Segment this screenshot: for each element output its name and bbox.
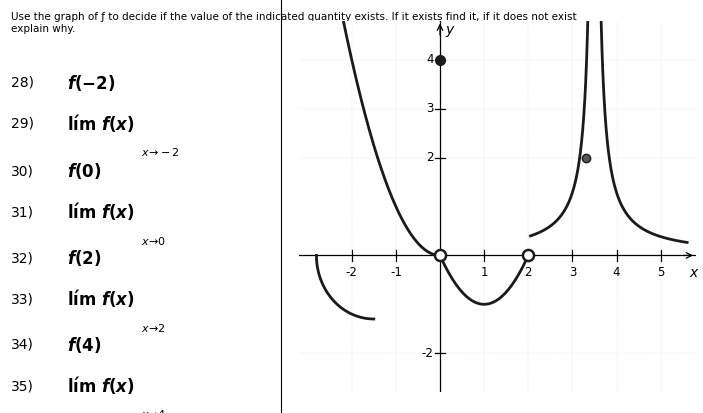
Text: 3: 3	[569, 266, 576, 279]
Text: $\boldsymbol{f(4)}$: $\boldsymbol{f(4)}$	[67, 335, 102, 355]
Text: 32): 32)	[11, 251, 34, 265]
Text: 28): 28)	[11, 76, 34, 90]
Text: 4: 4	[426, 53, 433, 66]
Text: $x\!\rightarrow\!-2$: $x\!\rightarrow\!-2$	[141, 146, 179, 158]
Text: 4: 4	[613, 266, 620, 279]
Text: 31): 31)	[11, 206, 34, 220]
Text: 2: 2	[426, 151, 433, 164]
Text: $\mathbf{l\acute{\i}m}\ \boldsymbol{f(x)}$: $\mathbf{l\acute{\i}m}\ \boldsymbol{f(x)…	[67, 113, 135, 135]
Text: -2: -2	[346, 266, 358, 279]
Text: 5: 5	[657, 266, 664, 279]
Text: 2: 2	[524, 266, 532, 279]
Text: $x\!\rightarrow\!2$: $x\!\rightarrow\!2$	[141, 321, 165, 334]
Text: 30): 30)	[11, 164, 34, 178]
Text: 29): 29)	[11, 117, 34, 131]
Text: $\mathbf{l\acute{\i}m}\ \boldsymbol{f(x)}$: $\mathbf{l\acute{\i}m}\ \boldsymbol{f(x)…	[67, 202, 135, 223]
Text: $\boldsymbol{f(2)}$: $\boldsymbol{f(2)}$	[67, 248, 102, 268]
Text: 34): 34)	[11, 338, 34, 352]
Text: 3: 3	[426, 102, 433, 115]
Text: -1: -1	[390, 266, 402, 279]
Text: $\mathbf{l\acute{\i}m}\ \boldsymbol{f(x)}$: $\mathbf{l\acute{\i}m}\ \boldsymbol{f(x)…	[67, 375, 135, 397]
Text: x: x	[690, 266, 698, 280]
Text: 1: 1	[480, 266, 488, 279]
Text: $x\!\rightarrow\!4$: $x\!\rightarrow\!4$	[141, 408, 166, 413]
Text: 33): 33)	[11, 292, 34, 306]
Text: $\boldsymbol{f(-2)}$: $\boldsymbol{f(-2)}$	[67, 73, 116, 93]
Text: y: y	[445, 23, 453, 37]
Text: 35): 35)	[11, 379, 34, 393]
Text: $\boldsymbol{f(0)}$: $\boldsymbol{f(0)}$	[67, 161, 102, 181]
Text: $x\!\rightarrow\!0$: $x\!\rightarrow\!0$	[141, 235, 166, 247]
Text: $\mathbf{l\acute{\i}m}\ \boldsymbol{f(x)}$: $\mathbf{l\acute{\i}m}\ \boldsymbol{f(x)…	[67, 289, 135, 310]
Text: Use the graph of ƒ to decide if the value of the indicated quantity exists. If i: Use the graph of ƒ to decide if the valu…	[11, 12, 577, 34]
Text: -2: -2	[422, 347, 433, 360]
